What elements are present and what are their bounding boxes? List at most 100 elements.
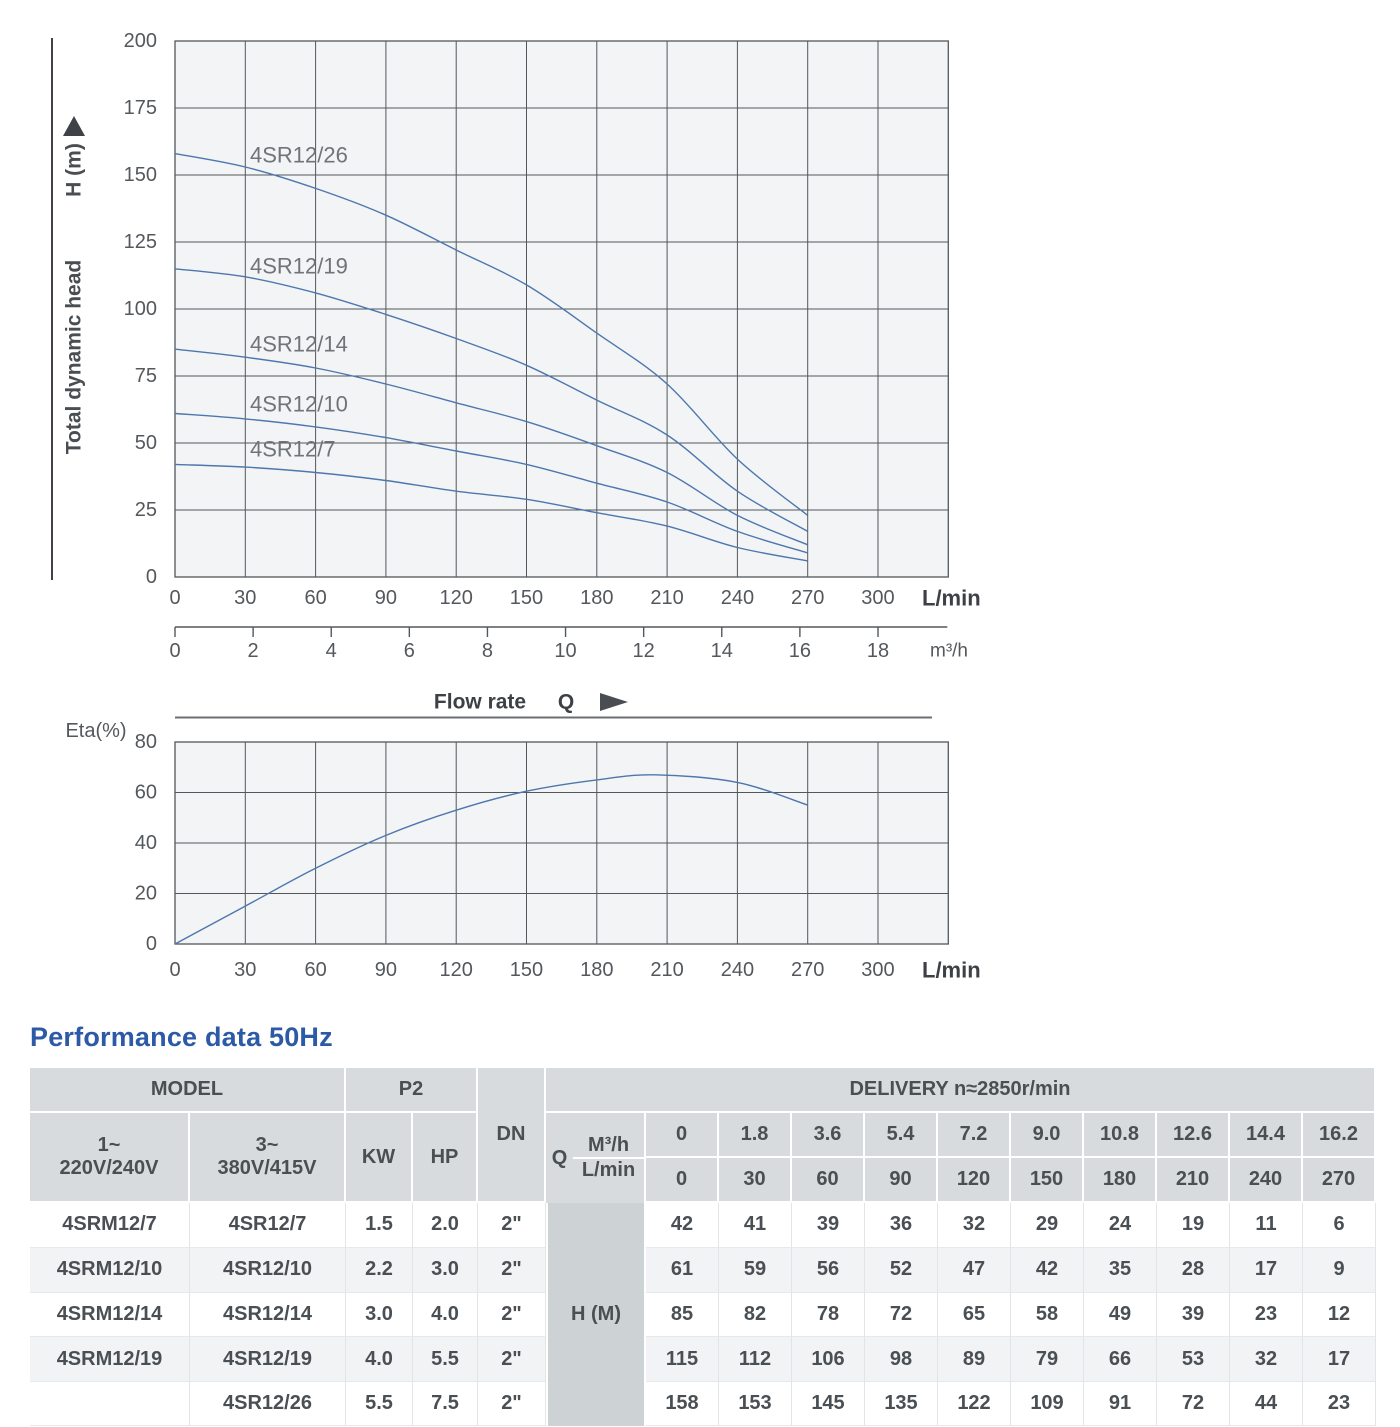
delivery-lmin-value: 270 <box>1303 1158 1376 1203</box>
col-header-single-phase: 1~ 220V/240V <box>30 1113 190 1203</box>
m3h-axis-ticklabel: 14 <box>711 640 733 662</box>
m3h-axis-ticklabel: 8 <box>482 640 493 662</box>
head-value: 28 <box>1157 1247 1230 1293</box>
head-value: 72 <box>865 1292 938 1338</box>
head-value: 65 <box>938 1292 1011 1338</box>
head-value: 44 <box>1230 1382 1303 1427</box>
delivery-lmin-value: 180 <box>1084 1158 1157 1203</box>
head-value: 23 <box>1303 1382 1376 1427</box>
head-value: 122 <box>938 1382 1011 1427</box>
delivery-m3h-value: 16.2 <box>1303 1113 1376 1158</box>
delivery-lmin-value: 90 <box>865 1158 938 1203</box>
head-value: 12 <box>1303 1292 1376 1338</box>
col-header-q: Q M³/h L/min <box>546 1113 646 1203</box>
head-chart-x-unit: L/min <box>922 586 981 611</box>
head-value: 153 <box>719 1382 792 1427</box>
power-kw: 2.2 <box>346 1247 413 1293</box>
curve-label: 4SR12/10 <box>250 392 348 417</box>
q-lmin-label: L/min <box>581 1159 636 1181</box>
head-value: 91 <box>1084 1382 1157 1427</box>
m3h-axis-ticklabel: 4 <box>326 640 337 662</box>
eta-chart-xtick: 240 <box>721 959 754 981</box>
curve-4SR12-10 <box>174 412 808 554</box>
head-value: 61 <box>646 1247 719 1293</box>
head-value: 23 <box>1230 1292 1303 1338</box>
head-value: 17 <box>1303 1337 1376 1383</box>
head-value: 135 <box>865 1382 938 1427</box>
head-value: 82 <box>719 1292 792 1338</box>
head-value: 89 <box>938 1337 1011 1383</box>
head-value: 42 <box>1011 1247 1084 1293</box>
model-single-phase: 4SRM12/10 <box>30 1247 190 1293</box>
power-kw: 5.5 <box>346 1382 413 1427</box>
delivery-m3h-value: 3.6 <box>792 1113 865 1158</box>
dn-size: 2" <box>478 1292 546 1338</box>
model-single-phase <box>30 1382 190 1427</box>
head-value: 41 <box>719 1203 792 1248</box>
head-chart-xtick: 30 <box>234 587 256 609</box>
head-value: 32 <box>1230 1337 1303 1383</box>
col-header-model: MODEL <box>30 1068 346 1113</box>
flow-rate-q-label: Q <box>558 691 574 714</box>
performance-table: MODEL P2 DN DELIVERY n≈2850r/min 1~ 220V/240V… <box>30 1068 1376 1427</box>
head-value: 42 <box>646 1203 719 1248</box>
eta-chart-ytick: 60 <box>135 782 157 804</box>
power-hp: 5.5 <box>413 1337 478 1383</box>
head-chart-xtick: 240 <box>721 587 754 609</box>
delivery-m3h-value: 12.6 <box>1157 1113 1230 1158</box>
eta-chart-ytick: 20 <box>135 883 157 905</box>
dn-size: 2" <box>478 1382 546 1427</box>
m3h-axis-ticklabel: 10 <box>554 640 576 662</box>
dn-size: 2" <box>478 1203 546 1248</box>
m3h-axis-ticklabel: 2 <box>248 640 259 662</box>
eta-chart-xtick: 180 <box>580 959 613 981</box>
eta-chart-xtick: 90 <box>375 959 397 981</box>
power-hp: 2.0 <box>413 1203 478 1248</box>
page-title: Performance data 50Hz <box>30 1022 333 1052</box>
delivery-m3h-value: 0 <box>646 1113 719 1158</box>
power-hp: 4.0 <box>413 1292 478 1338</box>
curve-label: 4SR12/19 <box>250 254 348 279</box>
eta-chart-x-unit: L/min <box>922 958 981 983</box>
eta-chart-ytick: 40 <box>135 832 157 854</box>
eta-chart-ytick: 80 <box>135 731 157 753</box>
q-label: Q <box>551 1146 568 1169</box>
model-three-phase: 4SR12/19 <box>190 1337 346 1383</box>
model-three-phase: 4SR12/26 <box>190 1382 346 1427</box>
head-chart-ytick: 200 <box>124 30 157 52</box>
head-chart-ytick: 125 <box>124 231 157 253</box>
eta-chart-ytick: 0 <box>146 933 157 955</box>
m3h-axis-ticklabel: 18 <box>867 640 889 662</box>
head-value: 53 <box>1157 1337 1230 1383</box>
delivery-m3h-value: 5.4 <box>865 1113 938 1158</box>
head-value: 98 <box>865 1337 938 1383</box>
head-value: 24 <box>1084 1203 1157 1248</box>
head-chart-xtick: 180 <box>580 587 613 609</box>
delivery-m3h-value: 7.2 <box>938 1113 1011 1158</box>
model-three-phase: 4SR12/7 <box>190 1203 346 1248</box>
eta-chart-xtick: 210 <box>650 959 683 981</box>
head-value: 85 <box>646 1292 719 1338</box>
head-value: 36 <box>865 1203 938 1248</box>
head-chart-ytick: 75 <box>135 365 157 387</box>
delivery-lmin-value: 0 <box>646 1158 719 1203</box>
head-value: 78 <box>792 1292 865 1338</box>
head-chart-ytick: 100 <box>124 298 157 320</box>
eta-chart-xtick: 60 <box>304 959 326 981</box>
model-single-phase: 4SRM12/14 <box>30 1292 190 1338</box>
delivery-lmin-value: 120 <box>938 1158 1011 1203</box>
head-chart-ytick: 175 <box>124 97 157 119</box>
m3h-axis-ticklabel: 0 <box>169 640 180 662</box>
head-value: 112 <box>719 1337 792 1383</box>
curve-label: 4SR12/14 <box>250 332 348 357</box>
head-value: 39 <box>1157 1292 1230 1338</box>
dn-size: 2" <box>478 1337 546 1383</box>
head-value: 47 <box>938 1247 1011 1293</box>
col-header-dn: DN <box>478 1068 546 1203</box>
head-unit-cell: H (M) <box>546 1203 646 1427</box>
power-hp: 3.0 <box>413 1247 478 1293</box>
head-value: 17 <box>1230 1247 1303 1293</box>
up-arrow-icon <box>63 116 85 136</box>
flow-direction-arrow-icon <box>600 693 628 711</box>
col-header-delivery: DELIVERY n≈2850r/min <box>546 1068 1376 1113</box>
